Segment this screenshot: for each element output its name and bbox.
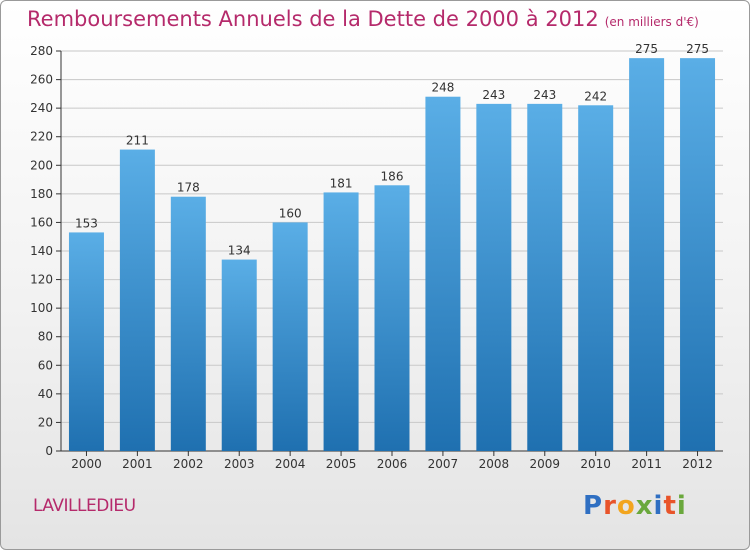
x-tick-label: 2002 bbox=[173, 457, 204, 471]
x-tick-label: 2010 bbox=[580, 457, 611, 471]
bar-value-label: 181 bbox=[330, 176, 353, 190]
bar-value-label: 211 bbox=[126, 134, 149, 148]
x-tick-label: 2008 bbox=[479, 457, 510, 471]
bar bbox=[425, 96, 461, 451]
x-tick-label: 2001 bbox=[122, 457, 153, 471]
x-tick-label: 2007 bbox=[428, 457, 459, 471]
bar-value-label: 153 bbox=[75, 216, 98, 230]
x-tick-label: 2011 bbox=[631, 457, 662, 471]
logo-letter: r bbox=[603, 491, 617, 521]
bar-value-label: 186 bbox=[381, 169, 404, 183]
x-tick-label: 2012 bbox=[682, 457, 713, 471]
y-tick-label: 120 bbox=[30, 273, 53, 287]
bar bbox=[578, 105, 614, 452]
logo-letter: t bbox=[663, 491, 677, 521]
x-tick-label: 2003 bbox=[224, 457, 255, 471]
y-tick-label: 260 bbox=[30, 73, 53, 87]
y-tick-label: 140 bbox=[30, 244, 53, 258]
bar bbox=[680, 58, 716, 452]
y-tick-label: 20 bbox=[38, 415, 53, 429]
y-tick-label: 240 bbox=[30, 101, 53, 115]
bar-value-label: 178 bbox=[177, 181, 200, 195]
bar-value-label: 134 bbox=[228, 244, 251, 258]
bar bbox=[68, 232, 104, 451]
bar bbox=[119, 149, 155, 452]
bar-value-label: 275 bbox=[635, 42, 658, 56]
bar bbox=[629, 58, 665, 452]
y-tick-label: 180 bbox=[30, 187, 53, 201]
bar bbox=[221, 259, 257, 451]
x-tick-label: 2005 bbox=[326, 457, 357, 471]
logo-letter: o bbox=[616, 491, 636, 521]
logo-letter: i bbox=[653, 491, 664, 521]
bar bbox=[476, 103, 512, 451]
x-tick-label: 2009 bbox=[529, 457, 560, 471]
y-tick-label: 220 bbox=[30, 130, 53, 144]
bar-value-label: 248 bbox=[431, 81, 454, 95]
bar bbox=[374, 185, 410, 452]
x-tick-label: 2000 bbox=[71, 457, 102, 471]
chart-unit: (en milliers d'€) bbox=[604, 15, 699, 29]
y-tick-label: 200 bbox=[30, 158, 53, 172]
y-tick-label: 280 bbox=[30, 44, 53, 58]
bar bbox=[323, 192, 359, 451]
y-tick-label: 40 bbox=[38, 387, 53, 401]
bar-value-label: 275 bbox=[686, 42, 709, 56]
y-tick-label: 80 bbox=[38, 330, 53, 344]
logo-letter: i bbox=[676, 491, 687, 521]
y-tick-label: 100 bbox=[30, 301, 53, 315]
chart-title: Remboursements Annuels de la Dette de 20… bbox=[27, 7, 699, 31]
y-tick-label: 60 bbox=[38, 358, 53, 372]
logo-letter: x bbox=[635, 491, 654, 521]
bar bbox=[170, 196, 206, 451]
bar bbox=[527, 103, 563, 451]
x-tick-label: 2006 bbox=[377, 457, 408, 471]
commune-name: LAVILLEDIEU bbox=[33, 496, 136, 516]
bar bbox=[272, 222, 308, 451]
bar-value-label: 243 bbox=[482, 88, 505, 102]
y-tick-label: 160 bbox=[30, 215, 53, 229]
logo-letter: P bbox=[583, 491, 604, 521]
chart-title-text: Remboursements Annuels de la Dette de 20… bbox=[27, 7, 599, 31]
x-tick-label: 2004 bbox=[275, 457, 306, 471]
bar-value-label: 243 bbox=[533, 88, 556, 102]
y-tick-label: 0 bbox=[45, 444, 53, 458]
proxiti-logo: Proxiti bbox=[583, 491, 687, 521]
bar-value-label: 242 bbox=[584, 89, 607, 103]
bar-value-label: 160 bbox=[279, 206, 302, 220]
